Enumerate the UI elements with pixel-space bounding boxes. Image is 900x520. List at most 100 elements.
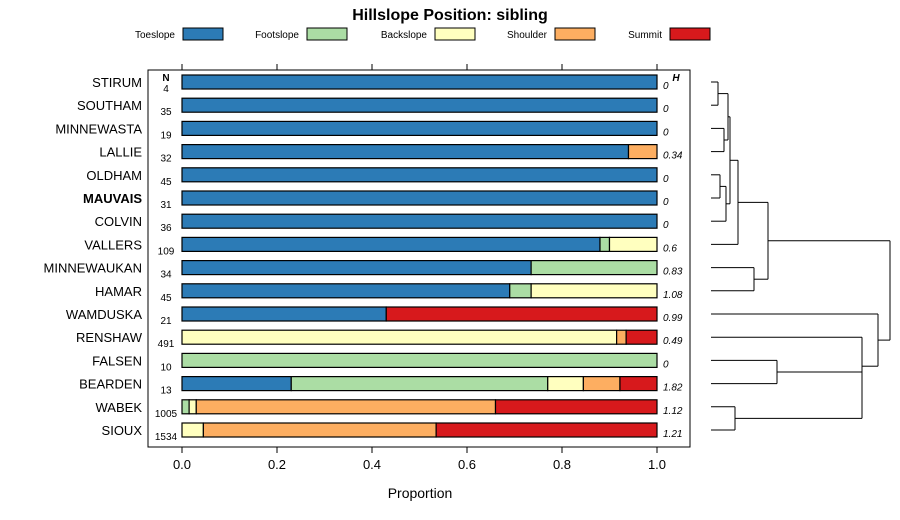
bar-segment-lallie-toeslope	[181, 144, 630, 160]
legend: Toeslope Footslope Backslope Shoulder Summit	[135, 27, 711, 41]
x-tick-label-0.4: 0.4	[363, 457, 381, 472]
legend-swatch-summit	[669, 27, 711, 41]
legend-label-backslope: Backslope	[381, 30, 428, 41]
bar-segment-vallers-backslope	[608, 236, 658, 252]
bar-segment-bearden-summit	[619, 376, 658, 392]
bars	[181, 74, 658, 438]
h-value-oldham: 0	[663, 174, 669, 185]
bar-segment-wabek-backslope	[188, 399, 197, 415]
n-value-vallers: 109	[158, 246, 175, 257]
bar-segment-bearden-footslope	[290, 376, 549, 392]
bar-segment-sioux-shoulder	[202, 422, 437, 438]
n-value-southam: 35	[160, 107, 172, 118]
h-value-renshaw: 0.49	[663, 336, 683, 347]
n-value-oldham: 45	[160, 177, 172, 188]
legend-swatch-shoulder	[554, 27, 596, 41]
h-value-hamar: 1.08	[663, 290, 683, 301]
legend-label-footslope: Footslope	[255, 30, 299, 41]
bar-segment-minnewasta-toeslope	[181, 120, 658, 137]
bar-segment-vallers-footslope	[599, 236, 611, 252]
bar-segment-lallie-shoulder	[627, 144, 658, 160]
bar-segment-wamduska-summit	[385, 306, 658, 322]
bar-segment-vallers-toeslope	[181, 236, 601, 252]
n-value-minnewasta: 19	[160, 130, 172, 141]
h-value-colvin: 0	[663, 220, 669, 231]
category-label-colvin: COLVIN	[95, 214, 142, 229]
n-value-falsen: 10	[160, 362, 172, 373]
category-label-falsen: FALSEN	[92, 353, 142, 368]
h-value-southam: 0	[663, 104, 669, 115]
n-value-stirum: 4	[163, 84, 169, 95]
bar-segment-wamduska-toeslope	[181, 306, 387, 322]
h-value-mauvais: 0	[663, 197, 669, 208]
n-value-mauvais: 31	[160, 200, 172, 211]
bar-segment-wabek-shoulder	[195, 399, 497, 415]
category-label-mauvais: MAUVAIS	[83, 191, 142, 206]
bar-segment-falsen-footslope	[181, 352, 658, 368]
category-label-minnewasta: MINNEWASTA	[55, 121, 142, 136]
n-value-bearden: 13	[160, 386, 172, 397]
category-label-wabek: WABEK	[96, 400, 143, 415]
category-label-vallers: VALLERS	[84, 237, 142, 252]
bar-segment-hamar-toeslope	[181, 283, 511, 299]
legend-swatch-backslope	[434, 27, 476, 41]
n-value-sioux: 1534	[155, 432, 178, 443]
h-value-wamduska: 0.99	[663, 313, 683, 324]
category-label-stirum: STIRUM	[92, 75, 142, 90]
bar-segment-renshaw-summit	[625, 329, 658, 345]
x-tick-label-0.0: 0.0	[173, 457, 191, 472]
bar-segment-minnewaukan-footslope	[530, 260, 658, 276]
category-label-renshaw: RENSHAW	[76, 330, 143, 345]
x-tick-label-1.0: 1.0	[648, 457, 666, 472]
bar-segment-renshaw-shoulder	[616, 329, 627, 345]
bar-segment-hamar-backslope	[530, 283, 658, 299]
bar-segment-sioux-backslope	[181, 422, 204, 438]
category-labels: STIRUM 4 0 SOUTHAM 35 0 MINNEWASTA 19 0 LALLIE 32 0…	[44, 75, 683, 443]
n-value-lallie: 32	[160, 154, 172, 165]
category-label-oldham: OLDHAM	[86, 168, 142, 183]
legend-swatch-toeslope	[182, 27, 224, 41]
n-value-wamduska: 21	[160, 316, 172, 327]
h-value-lallie: 0.34	[663, 151, 683, 162]
category-label-sioux: SIOUX	[102, 423, 143, 438]
h-value-sioux: 1.21	[663, 429, 682, 440]
dendrogram	[711, 81, 891, 431]
n-value-colvin: 36	[160, 223, 172, 234]
category-label-minnewaukan: MINNEWAUKAN	[44, 261, 142, 276]
h-column-header: H	[672, 73, 680, 84]
h-value-wabek: 1.12	[663, 406, 683, 417]
bar-segment-sioux-summit	[435, 422, 658, 438]
n-value-minnewaukan: 34	[160, 270, 172, 281]
category-label-bearden: BEARDEN	[79, 377, 142, 392]
category-label-wamduska: WAMDUSKA	[66, 307, 142, 322]
bar-segment-bearden-shoulder	[582, 376, 621, 392]
bar-segment-bearden-backslope	[547, 376, 584, 392]
bar-segment-oldham-toeslope	[181, 167, 658, 183]
x-axis-title: Proportion	[388, 485, 453, 501]
n-column-header: N	[162, 73, 169, 84]
n-value-wabek: 1005	[155, 409, 178, 420]
bar-segment-bearden-toeslope	[181, 376, 292, 392]
h-value-bearden: 1.82	[663, 383, 683, 394]
bar-segment-mauvais-toeslope	[181, 190, 658, 206]
bar-segment-hamar-footslope	[509, 283, 532, 299]
x-axis: 0.0 0.2 0.4 0.6 0.8 1.0 Proportion	[173, 64, 666, 501]
chart-title: Hillslope Position: sibling	[352, 7, 548, 24]
legend-swatch-footslope	[306, 27, 348, 41]
bar-segment-colvin-toeslope	[181, 213, 658, 229]
x-tick-label-0.2: 0.2	[268, 457, 286, 472]
legend-label-shoulder: Shoulder	[507, 30, 548, 41]
x-tick-label-0.6: 0.6	[458, 457, 476, 472]
n-value-renshaw: 491	[158, 339, 175, 350]
h-value-vallers: 0.6	[663, 243, 677, 254]
category-label-lallie: LALLIE	[99, 145, 142, 160]
x-tick-label-0.8: 0.8	[553, 457, 571, 472]
bar-segment-renshaw-backslope	[181, 329, 618, 345]
h-value-falsen: 0	[663, 359, 669, 370]
panel-frame	[147, 69, 691, 448]
bar-segment-wabek-footslope	[181, 399, 190, 415]
h-value-stirum: 0	[663, 81, 669, 92]
category-label-hamar: HAMAR	[95, 284, 142, 299]
